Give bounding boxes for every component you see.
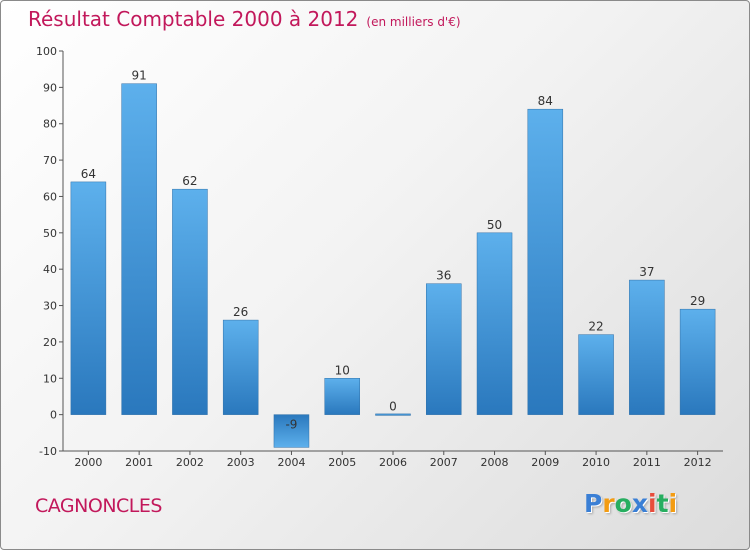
x-tick-label: 2012 (684, 456, 712, 469)
bar (578, 334, 614, 415)
x-tick-label: 2001 (125, 456, 153, 469)
logo-letter: P (584, 489, 603, 518)
data-label: 26 (233, 305, 248, 319)
y-tick-label: 100 (36, 45, 57, 58)
x-tick-label: 2005 (328, 456, 356, 469)
bar (222, 319, 259, 415)
data-label: 0 (389, 400, 397, 414)
data-label: 62 (182, 174, 197, 188)
y-axis: -10 0 10 20 30 40 50 60 70 80 90 100 (36, 45, 64, 458)
bar (679, 308, 716, 415)
data-label: 29 (690, 294, 705, 308)
bar (273, 414, 310, 448)
data-label: 91 (132, 69, 147, 83)
x-axis: 2000 2001 2002 2003 2004 2005 2006 2007 2008 2009… (63, 450, 723, 469)
bar (172, 188, 208, 415)
x-tick-label: 2003 (227, 456, 255, 469)
logo-letter: o (614, 489, 632, 518)
data-label: 10 (335, 363, 350, 377)
x-tick-label: 2004 (277, 456, 305, 469)
bar (375, 413, 411, 416)
data-label: 50 (487, 218, 502, 232)
data-labels: 64 91 62 26 -9 10 0 36 50 84 22 37 29 (81, 69, 706, 432)
logo-letter: x (631, 489, 648, 518)
y-tick-label: 70 (43, 154, 57, 167)
proxiti-logo[interactable]: Proxiti (584, 489, 677, 518)
bar (121, 83, 157, 415)
x-tick-label: 2002 (176, 456, 204, 469)
chart-subtitle: (en milliers d'€) (366, 15, 461, 29)
logo-letter: i (648, 489, 657, 518)
y-tick-label: 30 (43, 300, 57, 313)
y-tick-label: 10 (43, 372, 57, 385)
logo-letter: i (668, 489, 678, 518)
y-tick-label: 40 (43, 263, 57, 276)
logo-letter: r (602, 489, 615, 518)
commune-name: CAGNONCLES (35, 495, 162, 517)
x-tick-label: 2010 (582, 456, 610, 469)
data-label: 37 (639, 265, 654, 279)
data-label: 64 (81, 167, 96, 181)
bar (70, 181, 107, 415)
y-tick-label: 20 (43, 336, 57, 349)
data-label: 84 (538, 94, 553, 108)
logo-letter: t (656, 489, 669, 518)
y-tick-label: 50 (43, 227, 57, 240)
bar (527, 108, 564, 415)
x-tick-label: 2009 (531, 456, 559, 469)
bar (324, 378, 360, 415)
bar (426, 283, 462, 415)
data-label: 36 (436, 269, 451, 283)
bar (629, 279, 665, 415)
data-label: -9 (285, 418, 297, 432)
y-tick-label: 80 (43, 118, 57, 131)
x-tick-label: 2008 (481, 456, 509, 469)
x-tick-label: 2011 (633, 456, 661, 469)
chart-title-text: Résultat Comptable 2000 à 2012 (28, 7, 359, 31)
y-tick-label: -10 (39, 445, 57, 458)
bars (70, 83, 716, 448)
bar (476, 232, 513, 415)
y-tick-label: 60 (43, 190, 57, 203)
chart-title: Résultat Comptable 2000 à 2012 (en millie… (28, 7, 461, 31)
y-tick-label: 90 (43, 81, 57, 94)
x-tick-label: 2000 (74, 456, 102, 469)
data-label: 22 (588, 320, 603, 334)
y-tick-label: 0 (50, 409, 57, 422)
x-tick-label: 2006 (379, 456, 407, 469)
x-tick-label: 2007 (430, 456, 458, 469)
